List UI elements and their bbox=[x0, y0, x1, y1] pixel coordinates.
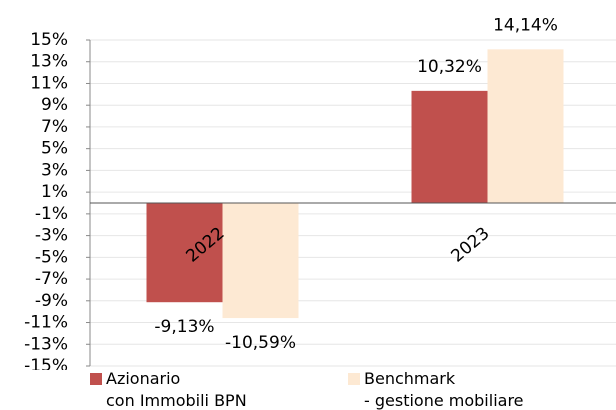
bar bbox=[222, 203, 299, 319]
y-tick-label: 7% bbox=[41, 117, 68, 137]
y-tick-label: 11% bbox=[30, 73, 68, 93]
bar bbox=[146, 203, 223, 303]
value-label: 10,32% bbox=[417, 57, 482, 77]
legend-label: Azionario con Immobili BPN bbox=[106, 369, 247, 410]
y-tick-label: 13% bbox=[30, 52, 68, 72]
value-label: 14,14% bbox=[493, 15, 558, 35]
legend-swatch bbox=[348, 373, 360, 385]
legend-swatch bbox=[90, 373, 102, 385]
chart: 15%13%11%9%7%5%3%1%-1%-3%-5%-7%-9%-11%-1… bbox=[24, 15, 616, 372]
y-tick-label: 9% bbox=[41, 95, 68, 115]
bar bbox=[487, 49, 564, 203]
bar bbox=[411, 90, 488, 203]
y-tick-label: -7% bbox=[35, 269, 68, 289]
legend-label: Benchmark - gestione mobiliare bbox=[364, 369, 524, 410]
y-tick-label: -11% bbox=[24, 313, 68, 333]
y-tick-label: 3% bbox=[41, 160, 68, 180]
y-tick-label: -13% bbox=[24, 334, 68, 354]
y-tick-label: 15% bbox=[30, 30, 68, 50]
y-tick-label: 5% bbox=[41, 139, 68, 159]
x-tick-label: 2023 bbox=[448, 223, 494, 266]
value-label: -10,59% bbox=[225, 333, 296, 353]
y-tick-label: 1% bbox=[41, 182, 68, 202]
y-tick-label: -3% bbox=[35, 226, 68, 246]
y-tick-label: -5% bbox=[35, 247, 68, 267]
y-tick-label: -9% bbox=[35, 291, 68, 311]
value-label: -9,13% bbox=[154, 317, 214, 337]
y-tick-label: -15% bbox=[24, 356, 68, 372]
y-tick-label: -1% bbox=[35, 204, 68, 224]
